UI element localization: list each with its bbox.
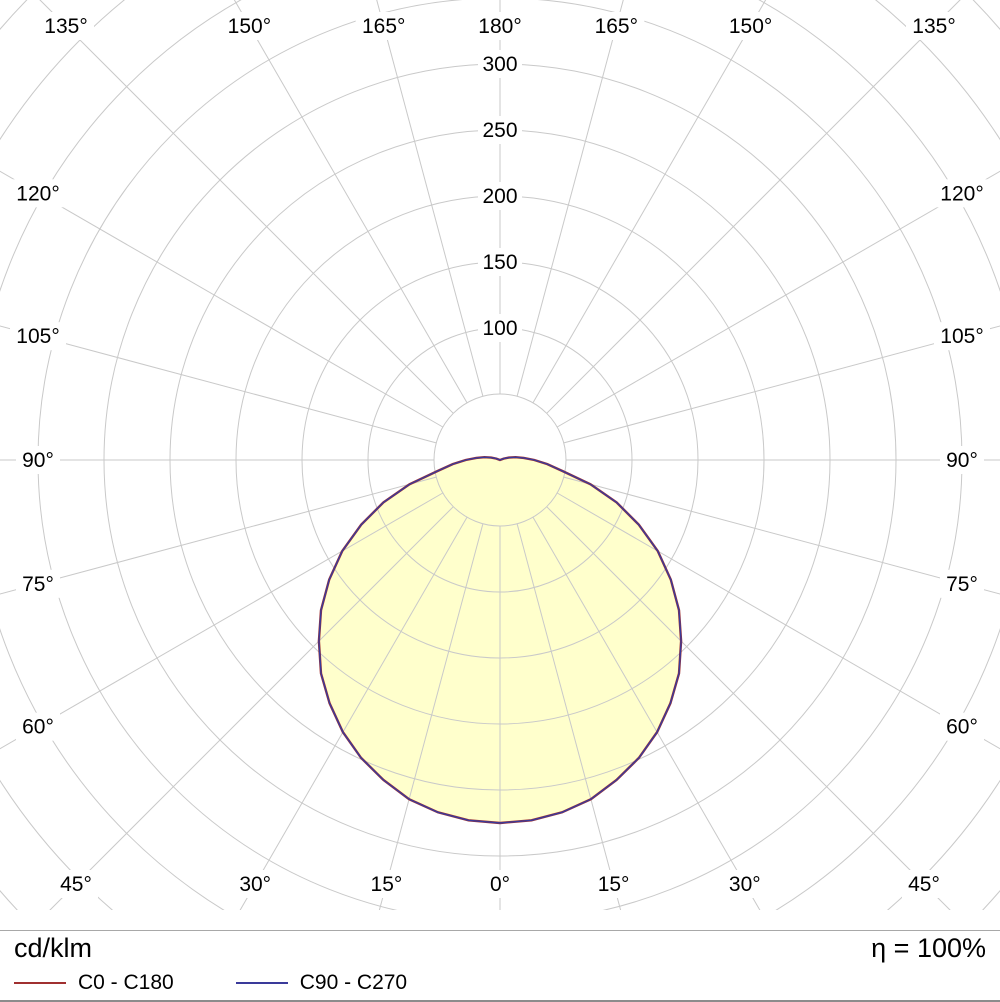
legend-swatch-c90-c270 [235, 982, 288, 984]
polar-chart: 100 150 200 250 300 0° 15° 15° 30° 30° 45° 45° 60° 60… [0, 0, 1000, 910]
chart-footer: cd/klm η = 100% C0 - C180 C90 - C270 [0, 930, 1000, 1002]
svg-text:300: 300 [482, 53, 517, 76]
svg-text:60°: 60° [946, 716, 978, 739]
svg-text:135°: 135° [44, 15, 87, 38]
svg-text:90°: 90° [946, 449, 978, 472]
svg-text:105°: 105° [16, 325, 59, 348]
legend-swatch-c0-c180 [14, 982, 66, 984]
svg-text:165°: 165° [362, 15, 405, 38]
legend-item-c90-c270: C90 - C270 [235, 971, 408, 995]
svg-text:250: 250 [482, 119, 517, 142]
svg-text:105°: 105° [940, 325, 983, 348]
svg-text:30°: 30° [729, 873, 761, 896]
svg-text:45°: 45° [908, 873, 940, 896]
units-label: cd/klm [14, 933, 93, 963]
svg-text:180°: 180° [478, 15, 521, 38]
legend-label-c0-c180: C0 - C180 [78, 971, 174, 994]
efficiency-label: η = 100% [871, 933, 986, 963]
polar-chart-area: 100 150 200 250 300 0° 15° 15° 30° 30° 45° 45° 60° 60… [0, 0, 1000, 910]
svg-text:30°: 30° [239, 873, 271, 896]
svg-text:75°: 75° [22, 573, 54, 596]
svg-text:75°: 75° [946, 573, 978, 596]
svg-text:120°: 120° [16, 182, 59, 205]
svg-text:100: 100 [482, 317, 517, 340]
svg-text:120°: 120° [940, 182, 983, 205]
svg-text:135°: 135° [912, 15, 955, 38]
svg-text:165°: 165° [595, 15, 638, 38]
legend-item-c0-c180: C0 - C180 [14, 971, 174, 995]
svg-text:0°: 0° [490, 873, 510, 896]
svg-text:150°: 150° [228, 15, 271, 38]
svg-text:200: 200 [482, 185, 517, 208]
svg-text:60°: 60° [22, 716, 54, 739]
svg-text:90°: 90° [22, 449, 54, 472]
svg-text:15°: 15° [371, 873, 403, 896]
legend-label-c90-c270: C90 - C270 [299, 971, 408, 994]
legend: C0 - C180 C90 - C270 [0, 966, 1000, 1002]
svg-text:45°: 45° [60, 873, 92, 896]
svg-text:150: 150 [482, 251, 517, 274]
svg-text:150°: 150° [729, 15, 772, 38]
footer-info-row: cd/klm η = 100% [0, 930, 1000, 966]
svg-text:15°: 15° [598, 873, 630, 896]
